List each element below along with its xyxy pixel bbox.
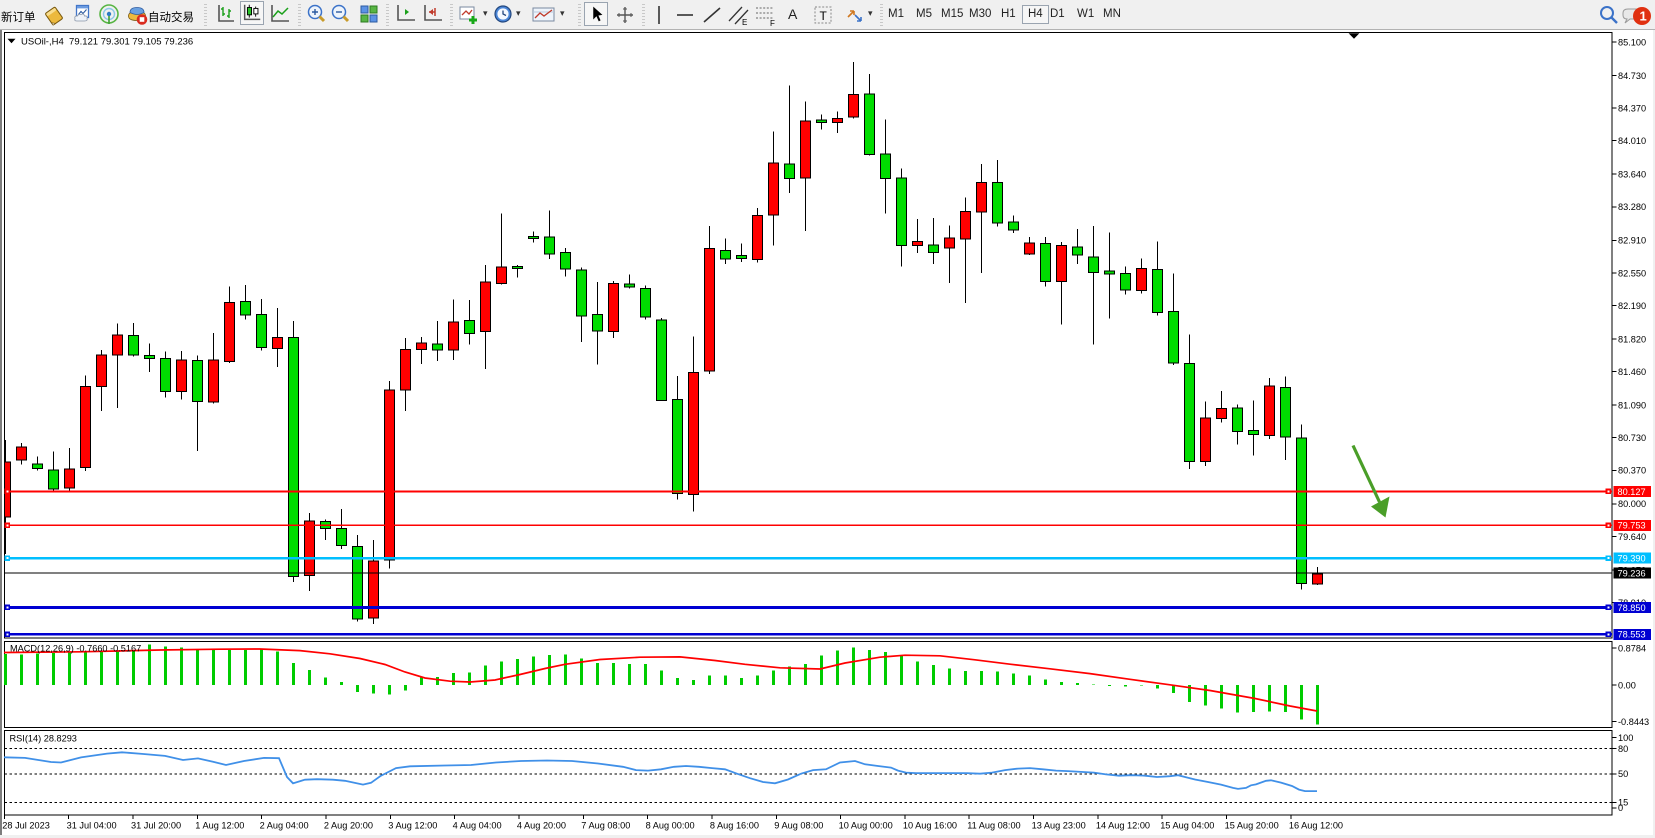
svg-text:79.640: 79.640 (1618, 532, 1646, 542)
svg-text:RSI(14) 28.8293: RSI(14) 28.8293 (10, 734, 77, 744)
svg-text:4 Aug 04:00: 4 Aug 04:00 (453, 821, 502, 831)
svg-text:E: E (742, 18, 747, 27)
svg-text:80.730: 80.730 (1618, 433, 1646, 443)
svg-text:79.753: 79.753 (1618, 521, 1646, 531)
svg-text:T: T (820, 9, 828, 23)
svg-text:15: 15 (1618, 798, 1628, 808)
svg-text:82.190: 82.190 (1618, 301, 1646, 311)
svg-text:82.550: 82.550 (1618, 268, 1646, 278)
svg-text:F: F (770, 19, 775, 27)
svg-text:0.00: 0.00 (1618, 680, 1636, 690)
svg-text:2 Aug 20:00: 2 Aug 20:00 (324, 821, 373, 831)
svg-text:81.820: 81.820 (1618, 334, 1646, 344)
svg-text:15 Aug 04:00: 15 Aug 04:00 (1160, 821, 1214, 831)
svg-text:15 Aug 20:00: 15 Aug 20:00 (1225, 821, 1279, 831)
svg-text:31 Jul 04:00: 31 Jul 04:00 (67, 821, 117, 831)
svg-text:3 Aug 12:00: 3 Aug 12:00 (388, 821, 437, 831)
svg-text:0: 0 (1618, 803, 1623, 813)
svg-text:78.553: 78.553 (1618, 630, 1646, 640)
svg-text:85.100: 85.100 (1618, 37, 1646, 47)
svg-text:81.460: 81.460 (1618, 367, 1646, 377)
svg-text:84.370: 84.370 (1618, 104, 1646, 114)
svg-text:16 Aug 12:00: 16 Aug 12:00 (1289, 821, 1343, 831)
svg-text:USOil-,H4 79.121 79.301 79.10: USOil-,H4 79.121 79.301 79.105 79.236 (21, 36, 193, 47)
svg-text:28 Jul 2023: 28 Jul 2023 (2, 821, 50, 831)
svg-text:80.370: 80.370 (1618, 466, 1646, 476)
svg-text:84.010: 84.010 (1618, 136, 1646, 146)
svg-text:83.640: 83.640 (1618, 170, 1646, 180)
svg-text:2 Aug 04:00: 2 Aug 04:00 (260, 821, 309, 831)
svg-text:79.236: 79.236 (1618, 569, 1646, 579)
svg-text:78.850: 78.850 (1618, 603, 1646, 613)
svg-text:31 Jul 20:00: 31 Jul 20:00 (131, 821, 181, 831)
svg-text:10 Aug 16:00: 10 Aug 16:00 (903, 821, 957, 831)
svg-text:14 Aug 12:00: 14 Aug 12:00 (1096, 821, 1150, 831)
svg-text:84.730: 84.730 (1618, 71, 1646, 81)
svg-text:0.8784: 0.8784 (1618, 643, 1646, 653)
svg-text:7 Aug 08:00: 7 Aug 08:00 (581, 821, 630, 831)
svg-text:83.280: 83.280 (1618, 202, 1646, 212)
svg-text:MACD(12,26,9) -0.7660 -0.5167: MACD(12,26,9) -0.7660 -0.5167 (10, 644, 141, 654)
svg-text:81.090: 81.090 (1618, 401, 1646, 411)
svg-text:79.390: 79.390 (1618, 554, 1646, 564)
svg-text:1: 1 (1640, 9, 1647, 24)
svg-text:4 Aug 20:00: 4 Aug 20:00 (517, 821, 566, 831)
svg-text:8 Aug 16:00: 8 Aug 16:00 (710, 821, 759, 831)
svg-text:100: 100 (1618, 733, 1633, 743)
svg-text:1 Aug 12:00: 1 Aug 12:00 (195, 821, 244, 831)
svg-text:11 Aug 08:00: 11 Aug 08:00 (967, 821, 1020, 831)
svg-text:80: 80 (1618, 744, 1628, 754)
svg-text:13 Aug 23:00: 13 Aug 23:00 (1032, 821, 1086, 831)
svg-text:9 Aug 08:00: 9 Aug 08:00 (774, 821, 823, 831)
svg-text:80.127: 80.127 (1618, 487, 1646, 497)
svg-text:8 Aug 00:00: 8 Aug 00:00 (646, 821, 695, 831)
svg-text:50: 50 (1618, 769, 1628, 779)
svg-text:82.910: 82.910 (1618, 236, 1646, 246)
svg-text:10 Aug 00:00: 10 Aug 00:00 (839, 821, 893, 831)
svg-text:80.000: 80.000 (1618, 499, 1646, 509)
svg-text:-0.8443: -0.8443 (1618, 717, 1649, 727)
